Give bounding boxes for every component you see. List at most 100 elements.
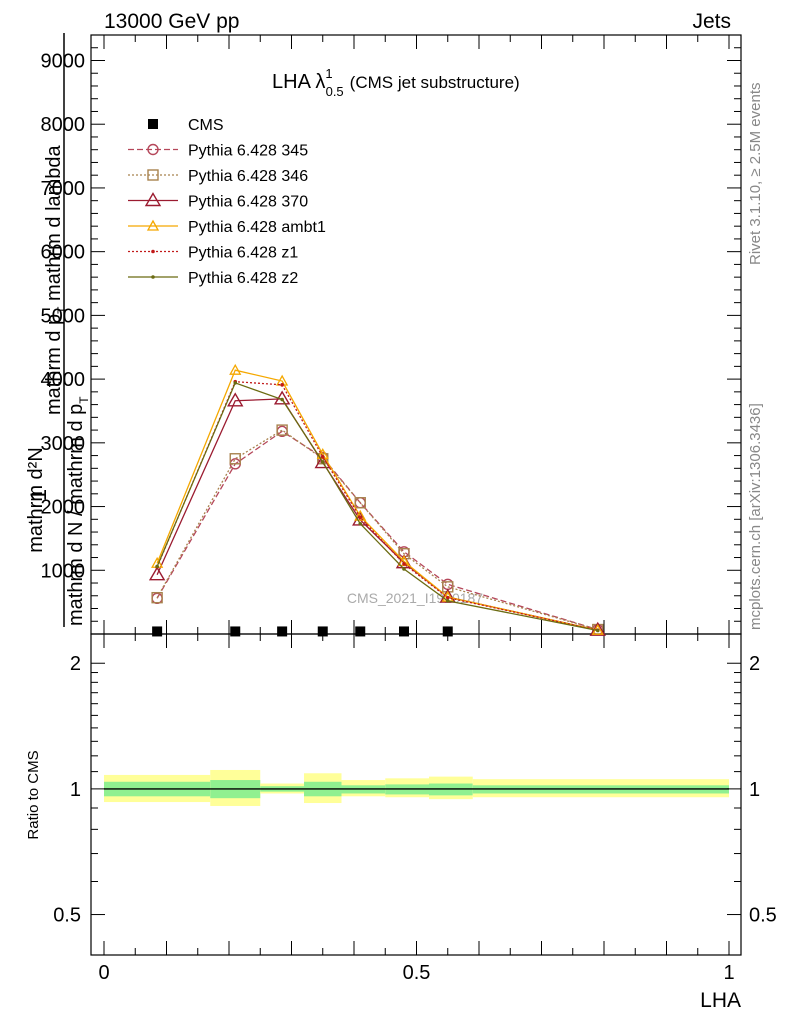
legend-label-p346: Pythia 6.428 346: [188, 168, 308, 185]
ratio-ytick-label: 0.5: [53, 905, 81, 927]
data-point-z1: [280, 383, 284, 387]
data-point-ambt1: [354, 509, 367, 521]
legend-item-z1: Pythia 6.428 z1: [128, 245, 298, 262]
x-axis-label: LHA: [700, 989, 741, 1012]
main-ylabel-line1: mathrm d²N: [25, 447, 47, 553]
main-axis-ticks: 1000 2000 3000 4000 5000 6000 7000 8000 9000: [41, 47, 741, 622]
main-ylabel-line1-d: mathrm d lambda: [43, 144, 65, 306]
main-ytick-label: 2000: [41, 497, 86, 519]
ratio-ytick-label-right: 2: [749, 653, 760, 675]
data-point-cms: [317, 626, 328, 637]
legend-marker-z1: [151, 249, 155, 254]
data-point-z2: [445, 599, 450, 603]
main-ylabel-line1-c: T: [55, 306, 69, 314]
main-ytick-label: 4000: [41, 369, 86, 391]
main-ytick-label: 6000: [41, 242, 86, 264]
legend-marker-z2: [151, 275, 155, 279]
main-ylabel-one: 1: [26, 489, 51, 501]
legend-marker-p370: [144, 192, 162, 207]
mcplots-info-label: mcplots.cern.ch [arXiv:1306.3436]: [747, 403, 764, 630]
ratio-bands: [104, 769, 729, 806]
data-point-z2: [358, 521, 363, 526]
legend-label-p370: Pythia 6.428 370: [188, 194, 308, 211]
chart-title-sup: 1: [325, 66, 332, 81]
chart-title-sub: 0.5: [326, 84, 344, 99]
series-layer: [148, 363, 606, 637]
main-ytick-label: 8000: [41, 114, 86, 136]
data-point-p370: [148, 566, 166, 581]
data-point-p370: [227, 392, 244, 407]
chart-title-suffix: (CMS jet substructure): [350, 73, 520, 92]
legend-item-cms: CMS: [148, 117, 224, 134]
data-point-z2: [402, 567, 406, 571]
main-ylabel: mathrm d²N mathrm d pT mathrm d lambda 1…: [25, 33, 91, 627]
x-axis-ticks: 0 0.5 1: [98, 35, 735, 984]
data-point-p346: [229, 453, 241, 465]
data-point-p346: [398, 548, 410, 560]
chart-title: LHA λ1 0.5 (CMS jet substructure): [272, 66, 520, 99]
legend-marker-p345: [147, 143, 159, 156]
data-point-cms: [442, 626, 453, 637]
series-line-ambt1: [156, 369, 598, 631]
ratio-ytick-label: 2: [70, 653, 81, 675]
legend-label-p345: Pythia 6.428 345: [188, 143, 308, 160]
series-line-p346: [156, 429, 598, 631]
x-tick-label: 0.5: [403, 962, 431, 984]
chart-title-main: LHA λ: [272, 71, 325, 93]
data-point-z2: [595, 628, 600, 633]
legend-label-z2: Pythia 6.428 z2: [188, 270, 298, 287]
x-tick-label: 1: [723, 962, 734, 984]
data-point-cms: [355, 626, 366, 637]
data-point-ambt1: [229, 363, 242, 375]
header-right-label: Jets: [692, 10, 731, 33]
data-point-z1: [358, 515, 363, 520]
series-line-z1: [156, 380, 598, 631]
legend-item-p370: Pythia 6.428 370: [128, 192, 308, 211]
ratio-ytick-label-right: 1: [749, 779, 760, 801]
main-ylabel-line2-a: mathrm d N / mathrm d p: [65, 404, 87, 626]
legend-label-cms: CMS: [188, 117, 224, 134]
data-point-cms: [230, 626, 241, 637]
data-point-p346: [354, 497, 366, 509]
series-line-z2: [156, 382, 598, 632]
legend-marker-p346: [147, 169, 159, 181]
legend-marker-ambt1: [146, 219, 160, 231]
data-point-z1: [320, 455, 325, 459]
data-point-p346: [151, 591, 163, 604]
data-point-cms: [399, 626, 409, 637]
legend-label-z1: Pythia 6.428 z1: [188, 245, 298, 262]
ratio-axis-ticks: 0.5 0.5 1 1 2 2: [53, 653, 777, 926]
main-ytick-label: 3000: [41, 433, 86, 455]
main-ylabel-line1-b: mathrm d p: [43, 314, 65, 415]
main-ytick-label: 7000: [41, 178, 86, 200]
main-ytick-label: 1000: [41, 560, 86, 582]
data-point-p346: [276, 424, 288, 436]
data-point-z2: [280, 397, 284, 402]
data-point-z2: [320, 460, 325, 464]
header-left-label: 13000 GeV pp: [104, 10, 239, 33]
legend-item-p346: Pythia 6.428 346: [128, 168, 308, 185]
data-point-z1: [445, 595, 450, 600]
legend-marker-cms: [148, 119, 158, 129]
legend-item-p345: Pythia 6.428 345: [128, 143, 308, 160]
ratio-ytick-label: 1: [70, 779, 81, 801]
x-tick-label: 0: [98, 962, 109, 984]
legend-label-ambt1: Pythia 6.428 ambt1: [188, 219, 326, 236]
main-ytick-label: 5000: [41, 305, 86, 327]
rivet-info-label: Rivet 3.1.10, ≥ 2.5M events: [747, 83, 764, 266]
data-point-z1: [402, 562, 406, 566]
legend: CMS Pythia 6.428 345 Pythia 6.428 346 Pythi…: [128, 117, 326, 287]
series-cms: [152, 626, 453, 637]
ratio-ytick-label-right: 0.5: [749, 905, 777, 927]
data-point-p345: [442, 578, 454, 590]
series-z2: [155, 381, 600, 633]
main-ylabel-line1-rest: mathrm d pT mathrm d lambda: [43, 144, 69, 415]
main-ylabel-line2: mathrm d N / mathrm d pT: [65, 396, 91, 626]
data-point-cms: [277, 626, 288, 637]
data-point-z2: [233, 381, 238, 385]
main-ylabel-line2-b: T: [77, 396, 91, 404]
ratio-ylabel: Ratio to CMS: [25, 750, 42, 839]
legend-item-z2: Pythia 6.428 z2: [128, 270, 298, 287]
main-ytick-label: 9000: [41, 50, 86, 72]
